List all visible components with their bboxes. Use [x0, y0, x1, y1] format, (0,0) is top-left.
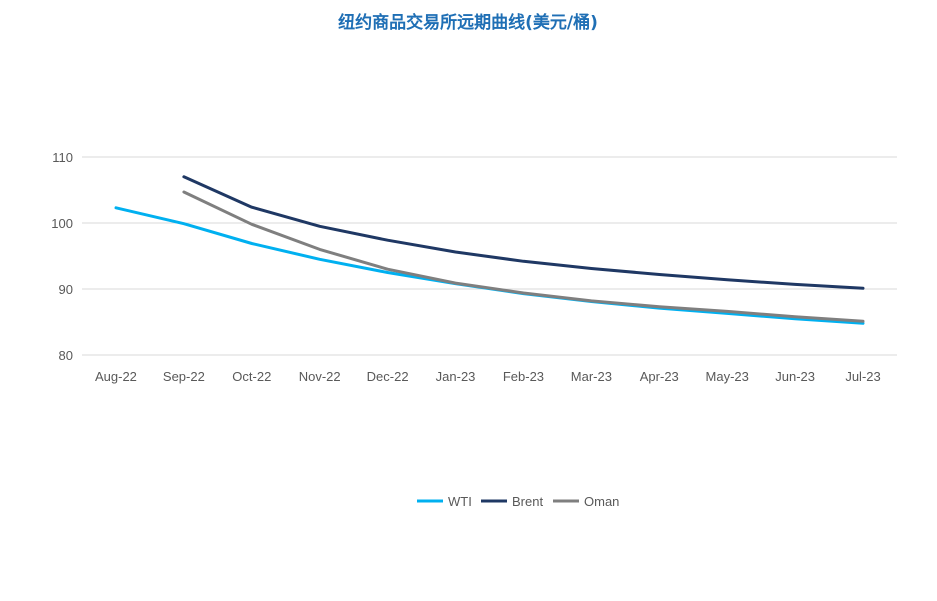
legend-label: Brent [512, 494, 543, 509]
x-tick-label: Sep-22 [163, 369, 205, 384]
legend-item-brent: Brent [481, 494, 543, 509]
x-tick-label: Aug-22 [95, 369, 137, 384]
legend: WTI Brent Oman [417, 494, 619, 509]
series-line-wti [114, 206, 865, 325]
x-tick-label: Jul-23 [845, 369, 880, 384]
y-tick-label: 90 [59, 282, 73, 297]
legend-item-oman: Oman [553, 494, 619, 509]
x-tick-label: Oct-22 [232, 369, 271, 384]
series-line-oman [182, 190, 865, 323]
x-axis: Aug-22 Sep-22 Oct-22 Nov-22 Dec-22 Jan-23 Feb-… [95, 369, 881, 384]
x-tick-label: Dec-22 [367, 369, 409, 384]
x-tick-label: Feb-23 [503, 369, 544, 384]
x-tick-label: Jan-23 [436, 369, 476, 384]
y-tick-label: 100 [51, 216, 73, 231]
x-tick-label: Jun-23 [775, 369, 815, 384]
y-tick-label: 110 [52, 150, 73, 165]
x-tick-label: Nov-22 [299, 369, 341, 384]
legend-item-wti: WTI [417, 494, 472, 509]
legend-label: Oman [584, 494, 619, 509]
y-tick-label: 80 [59, 348, 73, 363]
series-group [114, 175, 865, 325]
y-axis: 80 90 100 110 [51, 150, 73, 363]
series-line-brent [182, 175, 865, 290]
legend-label: WTI [448, 494, 472, 509]
chart-title: 纽约商品交易所远期曲线(美元/桶) [338, 12, 598, 33]
x-tick-label: Apr-23 [640, 369, 679, 384]
x-tick-label: May-23 [706, 369, 749, 384]
x-tick-label: Mar-23 [571, 369, 612, 384]
grid [82, 156, 897, 356]
